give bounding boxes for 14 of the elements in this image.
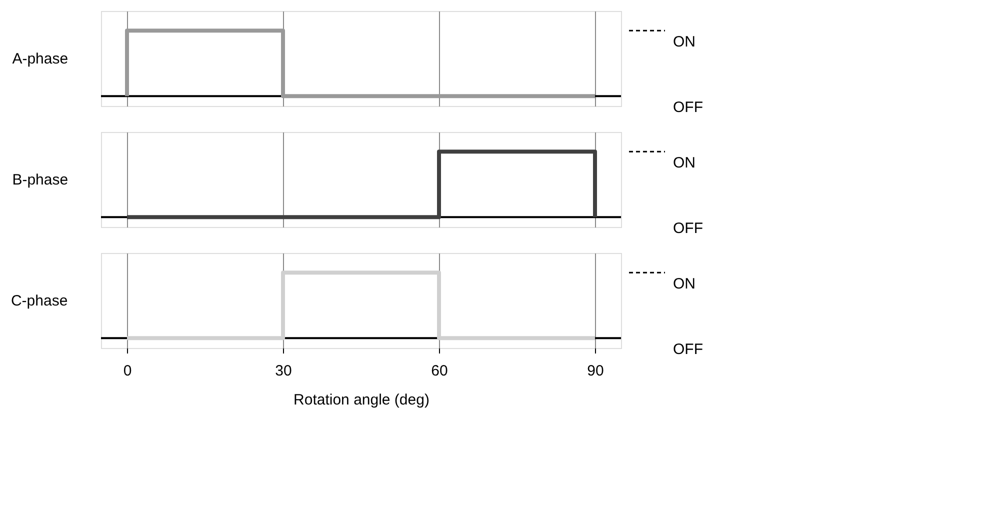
text: ON [673,34,696,51]
x-tick-label: 30 [275,362,292,380]
y-axis-title: A-phase [12,50,68,68]
x-axis-title: Rotation angle (deg) [294,392,430,408]
text: OFF [673,220,703,238]
x-tick-label: 0 [123,362,132,380]
y-axis-title: C-phase [10,292,68,310]
text: OFF [673,341,703,358]
y-axis-title: B-phase [12,172,68,188]
x-tick-label: 60 [431,362,448,380]
text: ON [673,276,696,293]
text: ON [673,154,696,172]
x-tick-label: 90 [587,362,604,380]
text: OFF [673,99,703,116]
